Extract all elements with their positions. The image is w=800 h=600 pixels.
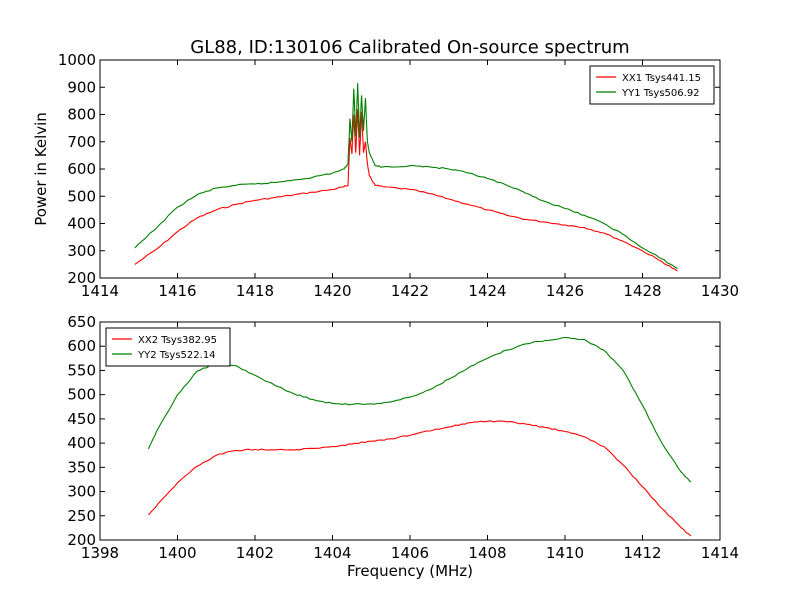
x-tick-label: 1414 <box>701 544 739 562</box>
y-tick-label: 300 <box>67 483 96 501</box>
bottom-x-axis-label: Frequency (MHz) <box>347 562 473 580</box>
x-tick-label: 1398 <box>81 544 119 562</box>
series-line-1 <box>148 420 692 537</box>
x-tick-label: 1420 <box>313 282 351 300</box>
series-line-2 <box>134 83 678 269</box>
legend-label: YY1 Tsys506.92 <box>621 88 700 99</box>
chart-title: GL88, ID:130106 Calibrated On-source spe… <box>190 37 629 58</box>
y-tick-label: 200 <box>67 531 96 549</box>
y-tick-label: 650 <box>67 313 96 331</box>
y-tick-label: 1000 <box>58 51 96 69</box>
legend-label: XX1 Tsys441.15 <box>622 73 701 84</box>
y-tick-label: 450 <box>67 410 96 428</box>
y-tick-label: 350 <box>67 458 96 476</box>
y-tick-label: 200 <box>67 269 96 287</box>
series-line-1 <box>134 108 678 272</box>
legend-label: YY2 Tsys522.14 <box>137 350 216 361</box>
y-tick-label: 400 <box>67 215 96 233</box>
x-tick-label: 1424 <box>468 282 506 300</box>
legend-box <box>589 65 715 105</box>
x-tick-label: 1408 <box>468 544 506 562</box>
x-tick-label: 1418 <box>236 282 274 300</box>
legend: XX2 Tsys382.95 YY2 Tsys522.14 <box>105 327 231 367</box>
series-line-2 <box>147 336 692 483</box>
y-tick-label: 500 <box>67 386 96 404</box>
x-tick-label: 1422 <box>391 282 429 300</box>
y-tick-label: 600 <box>67 337 96 355</box>
x-tick-label: 1404 <box>313 544 351 562</box>
y-tick-label: 300 <box>67 242 96 260</box>
y-tick-label: 600 <box>67 160 96 178</box>
x-tick-label: 1426 <box>546 282 584 300</box>
top-y-axis-label: Power in Kelvin <box>32 112 50 226</box>
x-tick-label: 1400 <box>158 544 196 562</box>
y-tick-label: 250 <box>67 507 96 525</box>
bottom-plot: 1398 1400 1402 1404 1406 1408 1410 1412 1414 200 2… <box>67 313 739 562</box>
x-tick-label: 1414 <box>81 282 119 300</box>
x-tick-label: 1412 <box>623 544 661 562</box>
y-tick-label: 400 <box>67 434 96 452</box>
x-tick-label: 1406 <box>391 544 429 562</box>
x-tick-label: 1430 <box>701 282 739 300</box>
x-tick-label: 1410 <box>546 544 584 562</box>
legend-box <box>105 327 231 367</box>
x-tick-label: 1428 <box>623 282 661 300</box>
legend: XX1 Tsys441.15 YY1 Tsys506.92 <box>589 65 715 105</box>
legend-label: XX2 Tsys382.95 <box>138 335 217 346</box>
x-tick-label: 1416 <box>158 282 196 300</box>
x-tick-label: 1402 <box>236 544 274 562</box>
y-tick-label: 700 <box>67 133 96 151</box>
y-tick-label: 500 <box>67 187 96 205</box>
top-plot: 1414 1416 1418 1420 1422 1424 1426 1428 1430 200 3… <box>58 51 739 300</box>
y-tick-label: 550 <box>67 361 96 379</box>
y-tick-label: 800 <box>67 106 96 124</box>
y-tick-label: 900 <box>67 78 96 96</box>
